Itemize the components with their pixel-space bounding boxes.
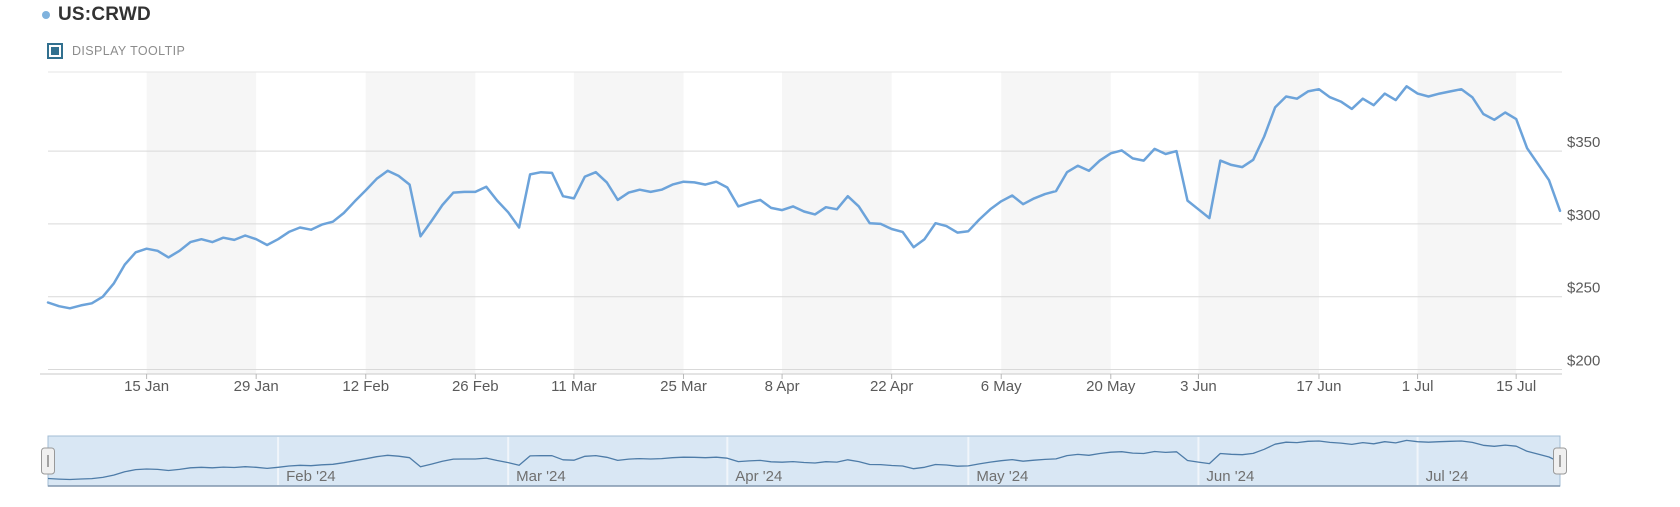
y-axis-label: $350 (1567, 134, 1600, 151)
y-axis-label: $300 (1567, 207, 1600, 224)
nav-month-label: Jun '24 (1206, 468, 1254, 485)
nav-month-label: Feb '24 (286, 468, 336, 485)
x-axis-label: 22 Apr (870, 378, 913, 395)
range-navigator[interactable] (41, 435, 1567, 487)
x-axis-label: 8 Apr (765, 378, 800, 395)
x-axis-label: 26 Feb (452, 378, 499, 395)
nav-month-label: Jul '24 (1426, 468, 1469, 485)
checkbox-fill (51, 47, 59, 55)
legend-item-uscrwd[interactable]: US:CRWD (42, 4, 151, 26)
display-tooltip-toggle[interactable]: DISPLAY TOOLTIP (47, 43, 185, 59)
x-axis-label: 20 May (1086, 378, 1136, 395)
nav-month-label: Mar '24 (516, 468, 566, 485)
grid-band (1417, 72, 1517, 374)
checkbox-checked-icon[interactable] (47, 43, 63, 59)
grid-band (146, 72, 257, 374)
nav-month-label: Apr '24 (735, 468, 782, 485)
price-line-series[interactable] (46, 85, 1562, 310)
series-marker-icon (42, 11, 50, 19)
x-axis-label: 29 Jan (234, 378, 279, 395)
navigator-left-handle[interactable] (41, 447, 55, 475)
x-axis-label: 15 Jan (124, 378, 169, 395)
y-axis-label: $200 (1567, 353, 1600, 370)
grid-band (573, 72, 684, 374)
x-axis-label: 17 Jun (1296, 378, 1341, 395)
x-axis-label: 25 Mar (660, 378, 707, 395)
x-axis-label: 11 Mar (551, 378, 597, 395)
display-tooltip-label: DISPLAY TOOLTIP (72, 44, 186, 58)
x-axis-label: 6 May (981, 378, 1022, 395)
series-symbol-label: US:CRWD (58, 4, 151, 25)
x-axis-label: 15 Jul (1496, 378, 1536, 395)
x-axis-label: 1 Jul (1402, 378, 1434, 395)
grid-band (365, 72, 476, 374)
nav-line-series (47, 439, 1561, 481)
y-axis-label: $250 (1567, 280, 1600, 297)
grid-band (1198, 72, 1319, 374)
navigator-selected-range[interactable] (47, 435, 1561, 487)
nav-month-label: May '24 (976, 468, 1028, 485)
grid-band (1001, 72, 1111, 374)
x-axis-label: 3 Jun (1180, 378, 1217, 395)
x-axis-label: 12 Feb (342, 378, 389, 395)
navigator-right-handle[interactable] (1553, 447, 1567, 475)
